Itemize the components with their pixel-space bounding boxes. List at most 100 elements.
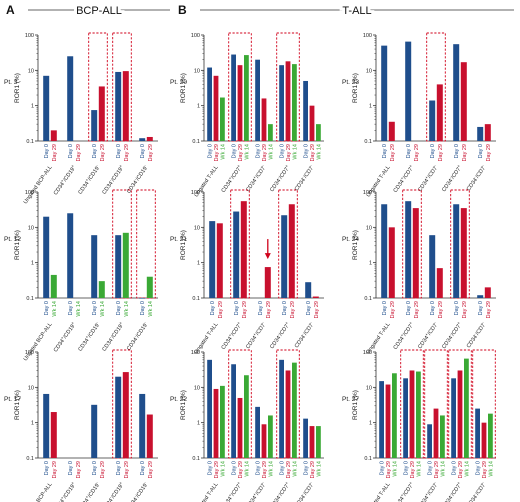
y-tick-label: 1 [197,261,200,267]
timepoint-label: Wk 14 [292,461,298,477]
bar-d29 [312,296,319,298]
group-label: CD34-/CD19+ [100,480,126,502]
bar-d29 [436,268,443,298]
group-label: CD34-/CD7- [464,480,488,502]
bar-wk14 [220,97,225,141]
group-label: Ungated T-ALL [366,482,392,502]
timepoint-label: Wk 14 [292,144,298,160]
timepoint-label: Day 0 [404,461,410,475]
timepoint-label: Day 29 [238,461,244,478]
timepoint-label: Day 0 [232,461,238,475]
group-label: CD34-/CD7+ [268,480,292,502]
group-label: CD34+/CD19+ [51,480,78,502]
timepoint-label: Wk 14 [148,301,154,317]
patient-label: Pt. 22 [170,396,187,403]
bar-wk14 [464,358,469,458]
bar-d0 [67,56,74,142]
group-label: CD34-/CD7+ [440,480,464,502]
bar-d0 [477,126,484,141]
timepoint-label: Day 29 [486,301,492,318]
bar-d0 [405,201,412,298]
timepoint-label: Day 0 [208,461,214,475]
bar-d0 [139,138,146,141]
timepoint-label: Day 0 [92,144,98,158]
timepoint-label: Day 29 [438,144,444,161]
timepoint-label: Day 29 [124,144,130,161]
y-axis-label: ROR1 (%) [14,230,21,260]
y-tick-label: 0.1 [192,296,200,302]
timepoint-label: Day 0 [380,461,386,475]
timepoint-label: Day 29 [262,461,268,478]
bar-d29 [50,130,57,141]
y-tick-label: 10 [366,68,372,74]
timepoint-label: Day 29 [386,461,392,478]
timepoint-label: Day 0 [478,301,484,315]
bar-wk14 [440,415,445,458]
timepoint-label: Day 0 [382,144,388,158]
timepoint-label: Wk 14 [268,144,274,160]
y-tick-label: 0.1 [192,139,200,145]
bar-wk14 [316,426,321,458]
y-tick-label: 1 [31,421,34,427]
timepoint-label: Wk 14 [440,461,446,477]
group-label: CD34+/CD7- [416,320,440,350]
timepoint-label: Day 0 [140,461,146,475]
bar-d0 [67,213,74,298]
bar-d0 [255,406,260,458]
bar-d0 [477,295,484,298]
y-tick-label: 1 [369,104,372,110]
timepoint-label: Day 0 [430,144,436,158]
bar-wk14 [292,64,297,141]
highlight-box [112,32,132,142]
timepoint-label: Day 0 [406,144,412,158]
group-label: Ungated BCP-ALL [23,482,54,502]
bar-d0 [207,67,212,141]
bar-wk14 [244,375,249,458]
timepoint-label: Day 29 [414,144,420,161]
y-tick-label: 10 [366,225,372,231]
bar-d0 [453,44,460,141]
y-axis-label: ROR1 (%) [180,73,187,103]
timepoint-label: Day 0 [306,301,312,315]
bar-d29 [122,372,129,458]
timepoint-label: Day 0 [256,144,262,158]
bar-d0 [403,378,408,458]
timepoint-label: Wk 14 [316,144,322,160]
timepoint-label: Day 0 [116,461,122,475]
group-label: CD34-/CD7- [464,320,488,349]
bar-d29 [436,84,443,141]
bar-d0 [43,216,50,298]
timepoint-label: Wk 14 [268,461,274,477]
y-tick-label: 10 [194,225,200,231]
y-axis-label: ROR1 (%) [352,230,359,260]
timepoint-label: Day 0 [116,144,122,158]
y-tick-label: 100 [191,190,200,196]
timepoint-label: Day 29 [262,144,268,161]
group-label: CD34+/CD7- [244,320,268,350]
timepoint-label: Day 29 [238,144,244,161]
y-tick-label: 1 [369,261,372,267]
y-tick-label: 100 [363,350,372,356]
timepoint-label: Day 0 [92,461,98,475]
bar-d0 [303,80,308,141]
y-tick-label: 10 [366,385,372,391]
bar-d29 [264,267,271,298]
bar-d29 [213,75,219,141]
bar-d0 [379,381,384,458]
group-label: CD34-/CD7+ [268,320,292,350]
group-label: Ungated T-ALL [194,482,220,502]
patient-label: Pt. 17 [4,396,21,403]
timepoint-label: Day 29 [458,461,464,478]
y-tick-label: 10 [28,225,34,231]
bar-d0 [91,235,98,298]
bar-wk14 [392,373,397,458]
bar-d0 [429,235,436,298]
timepoint-label: Day 29 [266,301,272,318]
timepoint-label: Day 0 [116,301,122,315]
timepoint-label: Day 0 [44,144,50,158]
